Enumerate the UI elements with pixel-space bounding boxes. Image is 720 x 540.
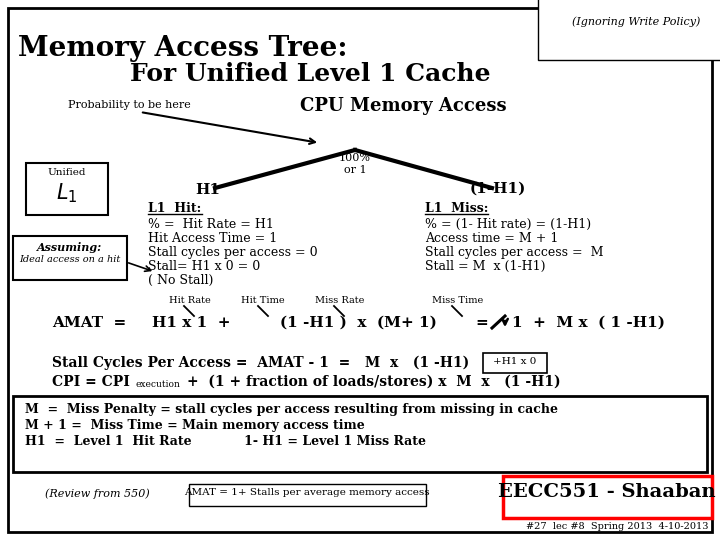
Text: $L_1$: $L_1$: [56, 181, 78, 205]
Text: AMAT  =: AMAT =: [52, 316, 126, 330]
Text: H1 x 1  +: H1 x 1 +: [152, 316, 230, 330]
Text: Miss Time: Miss Time: [433, 296, 484, 305]
Text: Miss Rate: Miss Rate: [315, 296, 365, 305]
Text: L1  Miss:: L1 Miss:: [425, 202, 488, 215]
FancyBboxPatch shape: [13, 236, 127, 280]
Text: execution: execution: [136, 380, 181, 389]
Text: % = (1- Hit rate) = (1-H1): % = (1- Hit rate) = (1-H1): [425, 218, 591, 231]
FancyBboxPatch shape: [189, 484, 426, 506]
Text: % =  Hit Rate = H1: % = Hit Rate = H1: [148, 218, 274, 231]
Text: Stall cycles per access = 0: Stall cycles per access = 0: [148, 246, 318, 259]
Text: Unified: Unified: [48, 168, 86, 177]
Text: AMAT = 1+ Stalls per average memory access: AMAT = 1+ Stalls per average memory acce…: [184, 488, 430, 497]
Text: Ideal access on a hit: Ideal access on a hit: [19, 255, 121, 264]
Text: +H1 x 0: +H1 x 0: [493, 357, 536, 366]
Text: Access time = M + 1: Access time = M + 1: [425, 232, 559, 245]
FancyBboxPatch shape: [503, 476, 712, 518]
Text: Stall= H1 x 0 = 0: Stall= H1 x 0 = 0: [148, 260, 260, 273]
Text: M  =  Miss Penalty = stall cycles per access resulting from missing in cache: M = Miss Penalty = stall cycles per acce…: [25, 403, 558, 416]
Text: H1: H1: [196, 183, 220, 197]
Text: H1  =  Level 1  Hit Rate            1- H1 = Level 1 Miss Rate: H1 = Level 1 Hit Rate 1- H1 = Level 1 Mi…: [25, 435, 426, 448]
FancyBboxPatch shape: [26, 163, 108, 215]
Text: 1  +  M x  ( 1 -H1): 1 + M x ( 1 -H1): [512, 316, 665, 330]
Text: ( No Stall): ( No Stall): [148, 274, 213, 287]
Text: EECC551 - Shaaban: EECC551 - Shaaban: [498, 483, 716, 501]
Text: For Unified Level 1 Cache: For Unified Level 1 Cache: [130, 62, 490, 86]
Text: Hit Access Time = 1: Hit Access Time = 1: [148, 232, 277, 245]
Text: =: =: [475, 316, 487, 330]
Text: (1 -H1 )  x  (M+ 1): (1 -H1 ) x (M+ 1): [280, 316, 437, 330]
Text: Hit Time: Hit Time: [241, 296, 285, 305]
Text: #27  lec #8  Spring 2013  4-10-2013: #27 lec #8 Spring 2013 4-10-2013: [526, 522, 708, 531]
Text: 100%
or 1: 100% or 1: [339, 153, 371, 174]
Text: Memory Access Tree:: Memory Access Tree:: [18, 35, 348, 62]
Text: M + 1 =  Miss Time = Main memory access time: M + 1 = Miss Time = Main memory access t…: [25, 419, 365, 432]
Text: (1-H1): (1-H1): [470, 182, 526, 196]
Text: Hit Rate: Hit Rate: [169, 296, 211, 305]
FancyBboxPatch shape: [483, 353, 547, 373]
Text: (Review from 550): (Review from 550): [45, 488, 150, 498]
Text: Probability to be here: Probability to be here: [68, 100, 191, 110]
Text: Stall Cycles Per Access =  AMAT - 1  =   M  x   (1 -H1): Stall Cycles Per Access = AMAT - 1 = M x…: [52, 356, 469, 370]
Text: CPU Memory Access: CPU Memory Access: [300, 97, 507, 115]
Text: (Ignoring Write Policy): (Ignoring Write Policy): [572, 16, 700, 26]
Text: Stall cycles per access =  M: Stall cycles per access = M: [425, 246, 603, 259]
Text: CPI = CPI: CPI = CPI: [52, 375, 130, 389]
Text: Assuming:: Assuming:: [37, 242, 103, 253]
Text: Stall = M  x (1-H1): Stall = M x (1-H1): [425, 260, 546, 273]
FancyBboxPatch shape: [13, 396, 707, 472]
FancyBboxPatch shape: [8, 8, 712, 532]
Text: +  (1 + fraction of loads/stores) x  M  x   (1 -H1): + (1 + fraction of loads/stores) x M x (…: [187, 375, 561, 389]
Text: L1  Hit:: L1 Hit:: [148, 202, 202, 215]
